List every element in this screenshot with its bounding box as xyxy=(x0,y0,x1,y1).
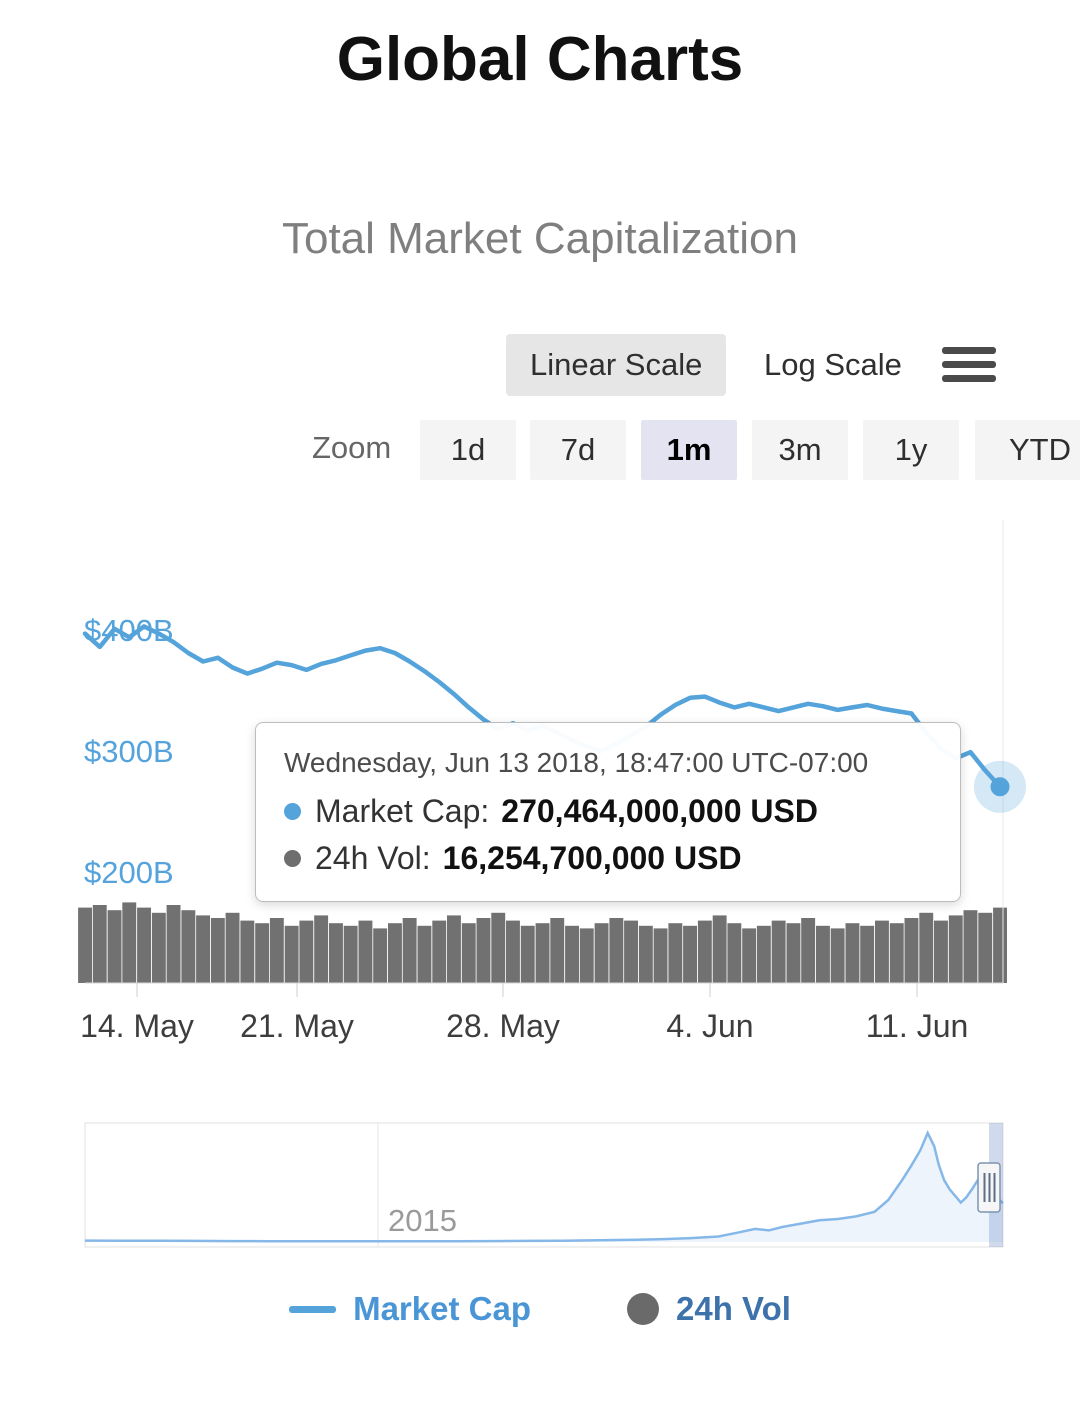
navigator-x-tick-2015: 2015 xyxy=(388,1203,457,1238)
chart-title: Total Market Capitalization xyxy=(281,214,798,263)
y-axis-labels: $400B $300B $200B xyxy=(84,613,174,890)
navigator-handle[interactable] xyxy=(977,1162,1001,1213)
zoom-button-3m[interactable]: 3m xyxy=(752,420,848,480)
zoom-button-ytd[interactable]: YTD xyxy=(975,420,1080,480)
legend-item-market-cap[interactable]: Market Cap xyxy=(289,1290,531,1328)
menu-bar xyxy=(942,347,996,354)
navigator-svg[interactable]: 2015 xyxy=(0,1120,1080,1252)
zoom-button-1y[interactable]: 1y xyxy=(863,420,959,480)
chart-tooltip: Wednesday, Jun 13 2018, 18:47:00 UTC-07:… xyxy=(255,722,961,902)
navigator-line xyxy=(84,1130,1004,1243)
legend-vol-label: 24h Vol xyxy=(675,1290,791,1327)
y-tick-200b: $200B xyxy=(84,855,174,890)
tooltip-market-cap-label: Market Cap: xyxy=(315,793,490,829)
x-axis-labels: 14. May 21. May 28. May 4. Jun 11. Jun xyxy=(80,1008,968,1044)
zoom-button-1m[interactable]: 1m xyxy=(641,420,737,480)
x-tick-11-jun: 11. Jun xyxy=(866,1008,969,1044)
menu-bar xyxy=(942,361,996,368)
zoom-label: Zoom xyxy=(312,430,392,465)
zoom-button-1d[interactable]: 1d xyxy=(420,420,516,480)
log-scale-button[interactable]: Log Scale xyxy=(764,347,902,382)
x-tick-28-may: 28. May xyxy=(446,1008,560,1044)
chart-legend: Market Cap 24h Vol xyxy=(0,1290,1080,1328)
navigator-border xyxy=(84,1122,1004,1248)
legend-item-24h-vol[interactable]: 24h Vol xyxy=(626,1290,791,1328)
legend-market-cap-label: Market Cap xyxy=(353,1290,531,1327)
tooltip-row-24h-vol: 24h Vol: 16,254,700,000 USD xyxy=(284,840,932,877)
last-point-marker[interactable] xyxy=(990,777,1010,797)
volume-series xyxy=(78,902,1007,983)
market-cap-bullet-icon xyxy=(284,803,301,820)
linear-scale-button[interactable]: Linear Scale xyxy=(506,334,727,397)
menu-bar xyxy=(942,375,996,382)
x-axis-ticks xyxy=(136,983,918,997)
x-tick-21-may: 21. May xyxy=(240,1008,354,1044)
vol-bullet-icon xyxy=(284,850,301,867)
y-tick-400b: $400B xyxy=(84,613,174,648)
x-tick-4-jun: 4. Jun xyxy=(666,1008,753,1044)
market-cap-chart-svg[interactable]: $400B $300B $200B 14. May 21. May 28. Ma… xyxy=(0,520,1080,1060)
market-cap-chart[interactable]: $400B $300B $200B 14. May 21. May 28. Ma… xyxy=(0,520,1080,1060)
navigator-area-fill xyxy=(85,1133,1003,1242)
vol-circle-icon xyxy=(626,1293,659,1325)
tooltip-market-cap-value: 270,464,000,000 USD xyxy=(501,793,818,829)
x-tick-14-may: 14. May xyxy=(80,1008,194,1044)
chart-context-menu-icon[interactable] xyxy=(942,347,996,389)
tooltip-vol-label: 24h Vol: xyxy=(315,840,431,876)
tooltip-row-market-cap: Market Cap: 270,464,000,000 USD xyxy=(284,793,932,830)
range-navigator[interactable]: 2015 xyxy=(0,1120,1080,1252)
page-title: Global Charts xyxy=(336,25,744,94)
tooltip-vol-value: 16,254,700,000 USD xyxy=(442,840,742,876)
zoom-button-7d[interactable]: 7d xyxy=(530,420,626,480)
market-cap-line-icon xyxy=(289,1305,337,1313)
tooltip-date: Wednesday, Jun 13 2018, 18:47:00 UTC-07:… xyxy=(284,747,869,778)
y-tick-300b: $300B xyxy=(84,734,174,769)
